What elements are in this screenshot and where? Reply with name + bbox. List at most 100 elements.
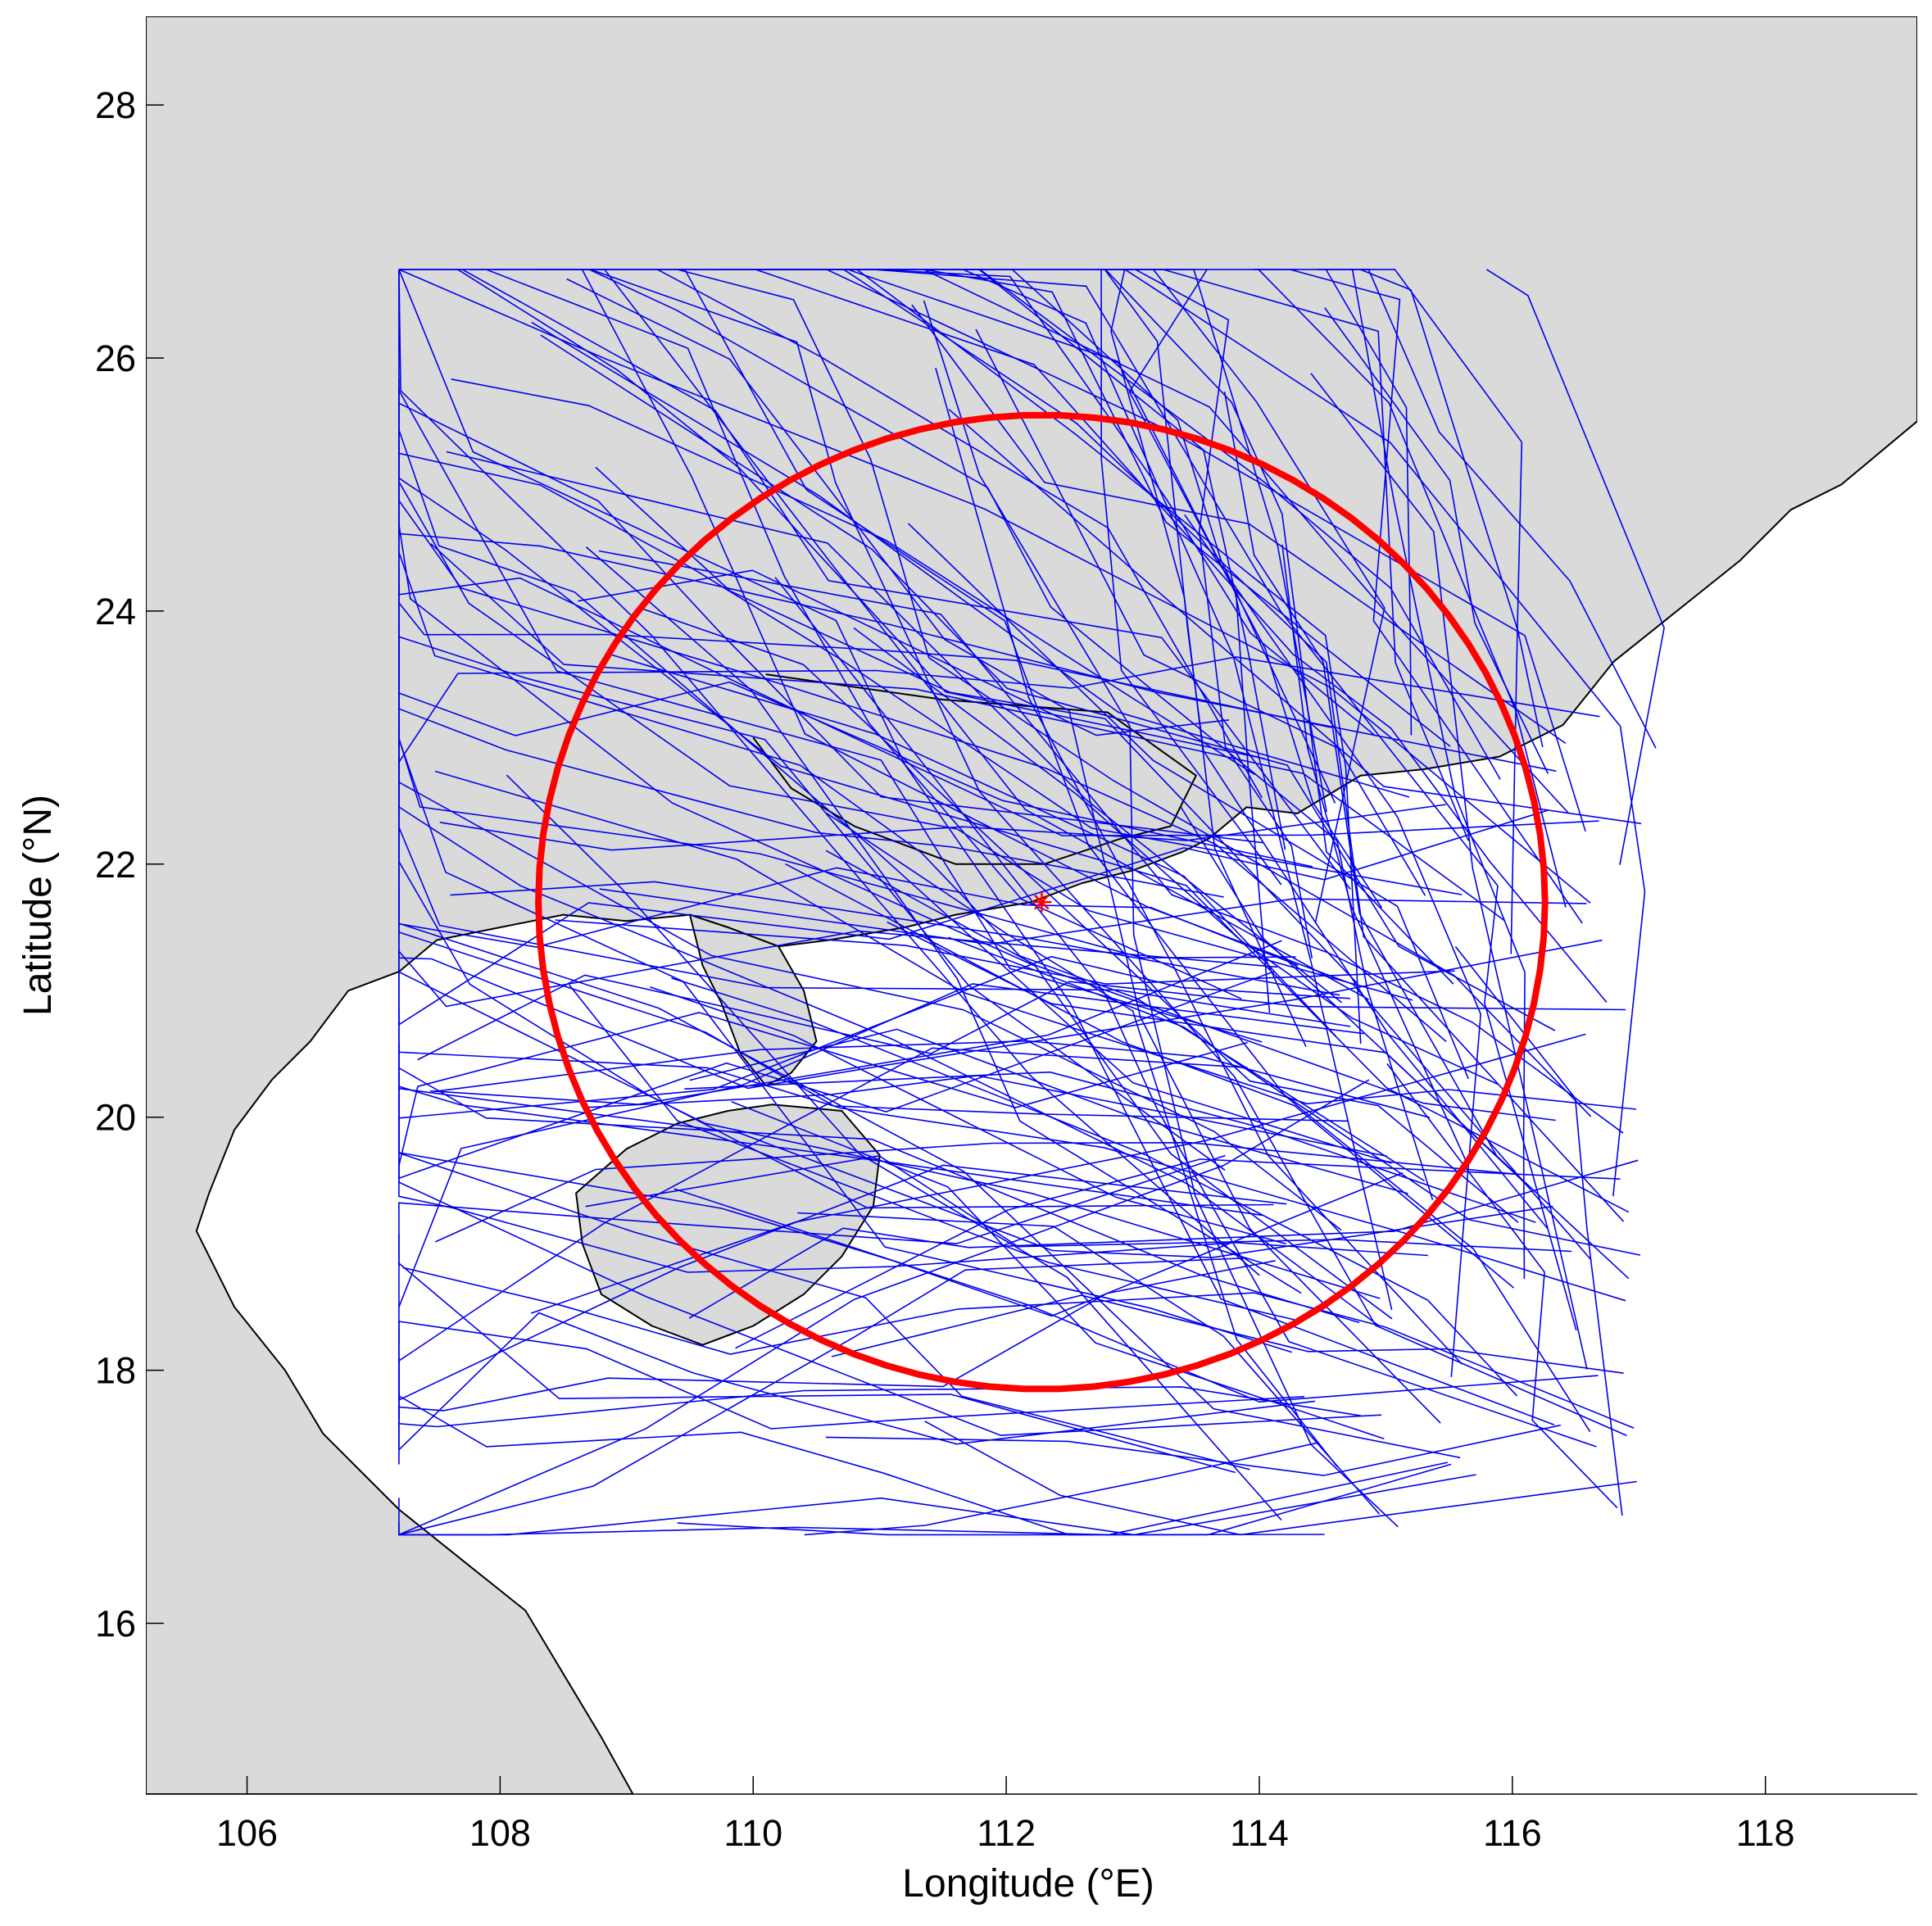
radius-circle xyxy=(535,411,1549,1393)
typhoon-tracks xyxy=(398,269,1665,1536)
typhoon-track xyxy=(826,813,1338,1467)
typhoon-track xyxy=(578,569,1230,736)
typhoon-track xyxy=(585,1154,1572,1253)
typhoon-track xyxy=(461,269,1351,890)
typhoon-track xyxy=(887,921,1528,1185)
typhoon-track xyxy=(398,1152,1404,1317)
typhoon-track xyxy=(398,1234,1236,1474)
x-tick-label: 110 xyxy=(723,1812,782,1854)
typhoon-track xyxy=(398,636,1226,1171)
typhoon-track xyxy=(1253,269,1523,954)
typhoon-track xyxy=(797,1212,1381,1515)
typhoon-track xyxy=(430,543,1506,922)
typhoon-track xyxy=(907,523,1469,1080)
y-tick-label: 28 xyxy=(95,84,136,126)
typhoon-track xyxy=(923,300,1399,1528)
typhoon-track xyxy=(825,1424,1561,1476)
typhoon-track xyxy=(585,546,1302,1294)
typhoon-track xyxy=(398,1079,1370,1536)
typhoon-track xyxy=(731,1100,1385,1439)
typhoon-track xyxy=(470,269,1369,1000)
typhoon-track xyxy=(398,269,1591,904)
typhoon-track xyxy=(492,269,1570,814)
y-tick-label: 20 xyxy=(95,1097,136,1139)
typhoon-track xyxy=(530,1033,1586,1314)
typhoon-track xyxy=(785,863,1515,1289)
y-tick-label: 26 xyxy=(95,338,136,379)
typhoon-track xyxy=(398,402,1263,844)
typhoon-track xyxy=(873,269,1577,1331)
typhoon-track xyxy=(979,269,1501,780)
y-axis: 16 18 20 22 24 26 28 xyxy=(95,84,164,1644)
typhoon-track xyxy=(398,551,1426,1182)
typhoon-track xyxy=(451,378,1256,776)
typhoon-track xyxy=(1128,269,1383,909)
center-asterisk-marker xyxy=(1032,892,1052,913)
typhoon-track xyxy=(450,881,1340,996)
typhoon-track xyxy=(677,1463,1452,1536)
typhoon-track xyxy=(1223,391,1497,1156)
typhoon-track xyxy=(398,868,1603,1090)
typhoon-track xyxy=(673,1188,1599,1403)
typhoon-track xyxy=(540,334,1556,1031)
typhoon-track xyxy=(804,1442,1317,1536)
typhoon-track xyxy=(598,550,1624,1134)
typhoon-track xyxy=(566,278,1441,1424)
typhoon-track xyxy=(825,850,1556,1122)
typhoon-track xyxy=(439,804,1447,851)
typhoon-track xyxy=(1100,269,1282,886)
typhoon-track xyxy=(581,269,1592,1261)
typhoon-track xyxy=(688,1159,1639,1319)
typhoon-track xyxy=(398,269,1265,759)
typhoon-track xyxy=(446,451,1343,1004)
typhoon-track xyxy=(735,1158,1621,1349)
typhoon-track xyxy=(671,977,1518,1397)
typhoon-track xyxy=(398,269,1555,1425)
typhoon-track xyxy=(650,986,1286,1245)
typhoon-track xyxy=(398,867,1299,967)
x-tick-label: 118 xyxy=(1736,1812,1795,1854)
typhoon-track xyxy=(398,1109,1428,1273)
typhoon-track xyxy=(607,653,1337,1037)
y-tick-label: 16 xyxy=(95,1602,136,1644)
typhoon-track xyxy=(398,971,1381,1299)
typhoon-track xyxy=(398,1164,1382,1436)
x-tick-label: 106 xyxy=(216,1812,278,1854)
typhoon-track xyxy=(398,1258,1244,1536)
typhoon-track xyxy=(398,1321,1305,1430)
typhoon-track xyxy=(683,269,1591,1433)
typhoon-track xyxy=(855,269,1646,1197)
typhoon-track xyxy=(555,919,1455,985)
typhoon-track xyxy=(531,321,1410,798)
plot-area xyxy=(146,16,1917,1794)
typhoon-track xyxy=(398,955,1351,1119)
typhoon-track xyxy=(599,888,1587,945)
typhoon-track xyxy=(1325,269,1413,736)
x-axis-label: Longitude (°E) xyxy=(902,1862,1154,1906)
x-axis: 106 108 110 112 114 116 118 xyxy=(146,1776,1917,1854)
typhoon-track xyxy=(948,936,1641,1256)
typhoon-track xyxy=(398,515,1599,836)
x-tick-label: 116 xyxy=(1483,1812,1542,1854)
typhoon-track xyxy=(398,681,1313,868)
typhoon-track xyxy=(1310,373,1588,1370)
typhoon-track xyxy=(398,1164,1287,1401)
typhoon-track xyxy=(398,269,1260,1276)
center-asterisk-stroke xyxy=(1034,894,1050,910)
typhoon-track xyxy=(1317,269,1657,749)
typhoon-track xyxy=(843,269,1625,1222)
typhoon-track xyxy=(435,1141,1515,1243)
x-tick-label: 114 xyxy=(1230,1812,1289,1854)
typhoon-track xyxy=(398,587,1380,1327)
typhoon-track xyxy=(657,269,1263,799)
hainan-island-land xyxy=(575,1103,881,1346)
y-tick-label: 18 xyxy=(95,1350,136,1392)
typhoon-track xyxy=(398,269,1392,1164)
typhoon-track xyxy=(831,1294,1624,1374)
typhoon-track xyxy=(398,739,1292,1353)
typhoon-track xyxy=(398,827,1351,1027)
typhoon-track xyxy=(1152,269,1386,922)
x-tick-label: 108 xyxy=(469,1812,531,1854)
typhoon-track xyxy=(677,269,1592,1117)
